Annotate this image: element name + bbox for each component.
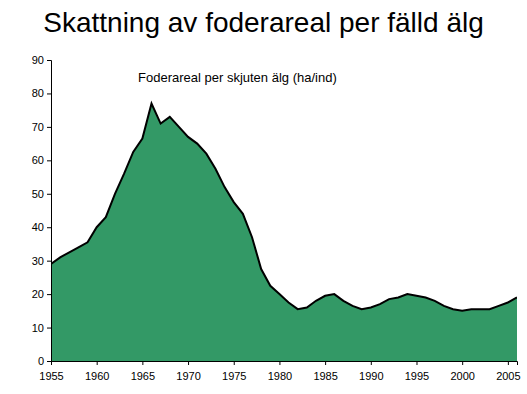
x-tick-mark — [371, 361, 372, 365]
plot-area — [51, 103, 517, 361]
x-tick-mark — [508, 361, 509, 365]
y-tick-label: 0 — [38, 355, 44, 367]
y-tick: 80 — [32, 87, 51, 99]
x-tick: 1965 — [131, 361, 155, 382]
x-tick-mark — [142, 361, 143, 365]
x-tick-mark — [234, 361, 235, 365]
x-tick: 1970 — [176, 361, 200, 382]
y-tick-label: 80 — [32, 87, 44, 99]
x-tick-label: 1995 — [405, 370, 429, 382]
area — [51, 103, 517, 361]
y-tick-label: 20 — [32, 288, 44, 300]
x-tick-label: 1990 — [359, 370, 383, 382]
y-tick-label: 10 — [32, 322, 44, 334]
x-tick-label: 1955 — [39, 370, 63, 382]
x-tick-label: 2005 — [496, 370, 520, 382]
x-tick-label: 1985 — [313, 370, 337, 382]
y-tick-label: 90 — [32, 54, 44, 66]
y-tick-mark — [47, 160, 51, 161]
y-tick: 50 — [32, 188, 51, 200]
y-axis: 0 10 20 30 40 50 60 70 80 90 — [32, 54, 52, 367]
annotation: Foderareal per skjuten älg (ha/ind) — [138, 70, 337, 85]
y-tick-label: 60 — [32, 154, 44, 166]
y-tick-label: 30 — [32, 255, 44, 267]
x-axis: 1955 1960 1965 1970 1975 1980 1985 1990 1995 2000… — [39, 361, 520, 382]
y-tick-mark — [47, 60, 51, 61]
x-tick: 1960 — [85, 361, 109, 382]
x-tick: 2000 — [450, 361, 474, 382]
y-tick-mark — [47, 227, 51, 228]
x-tick-label: 1960 — [85, 370, 109, 382]
y-tick-label: 70 — [32, 121, 44, 133]
y-tick-mark — [47, 261, 51, 262]
chart: Skattning av foderareal per fälld älg 0 10… — [0, 0, 527, 394]
y-tick: 70 — [32, 121, 51, 133]
y-tick-mark — [47, 294, 51, 295]
title: Skattning av foderareal per fälld älg — [43, 7, 484, 38]
y-tick: 40 — [32, 221, 51, 233]
x-tick: 2005 — [496, 361, 520, 382]
y-tick: 10 — [32, 322, 51, 334]
y-tick-label: 40 — [32, 221, 44, 233]
area-outline — [51, 103, 517, 310]
y-tick: 0 — [38, 355, 51, 367]
x-axis-line — [52, 362, 518, 366]
x-tick: 1980 — [268, 361, 292, 382]
y-tick-mark — [47, 93, 51, 94]
x-tick-mark — [325, 361, 326, 365]
x-tick-mark — [279, 361, 280, 365]
y-tick-mark — [47, 194, 51, 195]
y-tick: 60 — [32, 154, 51, 166]
x-tick-label: 1965 — [131, 370, 155, 382]
x-tick-label: 2000 — [450, 370, 474, 382]
y-axis-line — [47, 61, 52, 362]
x-tick-mark — [416, 361, 417, 365]
x-tick-mark — [97, 361, 98, 365]
x-tick: 1955 — [39, 361, 63, 382]
y-tick: 90 — [32, 54, 51, 66]
x-tick: 1975 — [222, 361, 246, 382]
x-tick-mark — [188, 361, 189, 365]
y-tick: 30 — [32, 255, 51, 267]
x-tick-label: 1975 — [222, 370, 246, 382]
x-tick-label: 1980 — [268, 370, 292, 382]
y-tick-mark — [47, 328, 51, 329]
x-tick: 1990 — [359, 361, 383, 382]
y-tick-mark — [47, 127, 51, 128]
x-tick: 1995 — [405, 361, 429, 382]
y-tick-label: 50 — [32, 188, 44, 200]
x-tick: 1985 — [313, 361, 337, 382]
x-tick-label: 1970 — [176, 370, 200, 382]
y-tick: 20 — [32, 288, 51, 300]
x-tick-mark — [462, 361, 463, 365]
y-tick-mark — [47, 361, 51, 362]
x-tick-mark — [51, 361, 52, 365]
